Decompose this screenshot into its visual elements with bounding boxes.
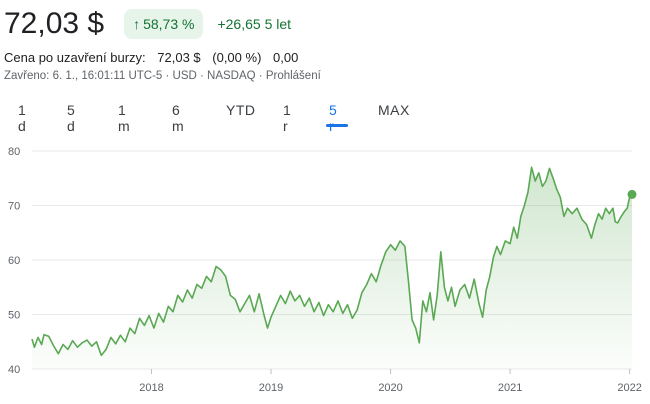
tab-1y[interactable]: 1 r xyxy=(283,102,292,134)
quote-header: 72,03 $ ↑ 58,73 % +26,65 5 let xyxy=(4,4,291,44)
arrow-up-icon: ↑ xyxy=(133,16,141,32)
tab-ytd[interactable]: YTD xyxy=(226,102,256,118)
tab-1d[interactable]: 1 d xyxy=(18,102,27,134)
change-percent-badge: ↑ 58,73 % xyxy=(124,9,204,39)
tab-1m[interactable]: 1 m xyxy=(118,102,131,134)
active-tab-indicator xyxy=(326,124,348,127)
x-tick-label: 2021 xyxy=(498,382,522,394)
y-tick-label: 50 xyxy=(8,310,20,322)
y-tick-label: 60 xyxy=(8,255,20,267)
y-axis-labels: 40 50 60 70 80 xyxy=(8,146,20,376)
market-meta: Zavřeno: 6. 1., 16:01:11 UTC-5 · USD · N… xyxy=(4,70,321,82)
after-close-label: Cena po uzavření burzy: xyxy=(4,50,146,65)
tab-5d[interactable]: 5 d xyxy=(67,102,76,134)
price-chart[interactable]: 40 50 60 70 80 2018 2019 2020 2021 2022 xyxy=(0,130,650,404)
price-line xyxy=(31,166,633,357)
current-price: 72,03 $ xyxy=(4,7,105,40)
x-axis-labels: 2018 2019 2020 2021 2022 xyxy=(139,369,642,394)
y-tick-label: 40 xyxy=(8,364,20,376)
current-price-dot xyxy=(627,189,637,199)
price-area-fill xyxy=(32,167,632,369)
after-close-change-absolute: 0,00 xyxy=(273,50,299,65)
change-absolute: +26,65 5 let xyxy=(217,16,292,32)
x-tick-label: 2022 xyxy=(617,382,641,394)
y-tick-label: 80 xyxy=(8,146,20,158)
x-tick-label: 2019 xyxy=(259,382,283,394)
y-tick-label: 70 xyxy=(8,201,20,213)
change-percent-value: 58,73 % xyxy=(143,16,195,32)
tab-6m[interactable]: 6 m xyxy=(172,102,185,134)
after-close-row: Cena po uzavření burzy: 72,03 $ (0,00 %)… xyxy=(4,50,298,65)
x-tick-label: 2018 xyxy=(139,382,163,394)
after-close-value: 72,03 $ xyxy=(157,50,201,65)
after-close-change-percent: (0,00 %) xyxy=(212,50,262,65)
x-tick-label: 2020 xyxy=(378,382,402,394)
tab-max[interactable]: MAX xyxy=(378,102,410,118)
